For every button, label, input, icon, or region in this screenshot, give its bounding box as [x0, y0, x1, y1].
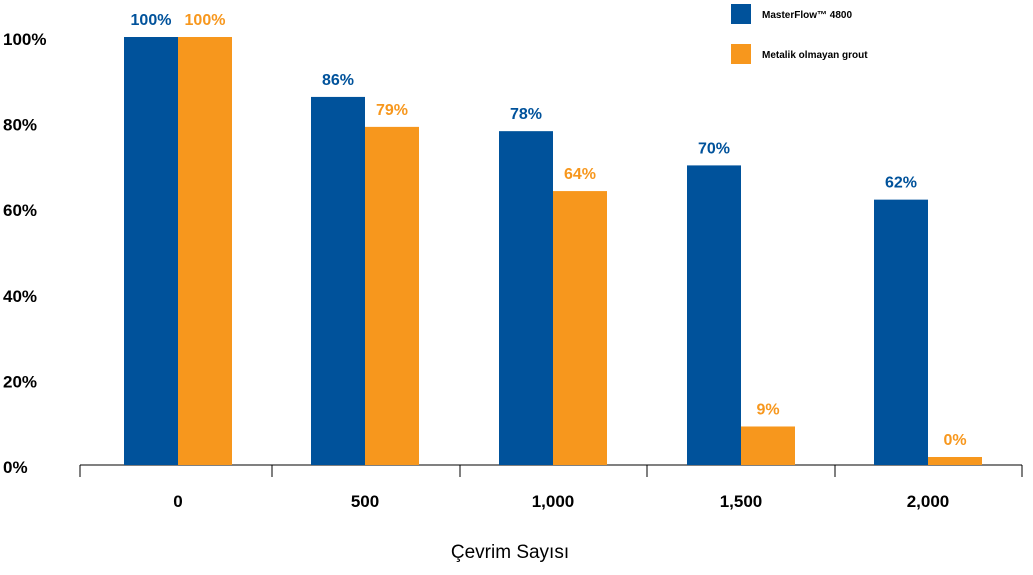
data-label-series-2-4: 0% — [943, 432, 966, 449]
bar-series-1-4 — [874, 199, 928, 465]
data-label-series-1-2: 78% — [510, 106, 542, 123]
data-labels: 100% 86% 78% 70% 62% 100% 79% 64% 9% 0% — [131, 12, 967, 449]
data-label-series-1-0: 100% — [131, 12, 172, 29]
y-tick-label-5: 100% — [3, 30, 46, 49]
y-tick-label-2: 40% — [3, 287, 37, 306]
bar-series-1-0 — [124, 37, 178, 465]
bar-series-1-3 — [687, 165, 741, 465]
x-axis-title: Çevrim Sayısı — [451, 542, 569, 563]
legend-swatch-metalik-olmayan-grout — [731, 44, 751, 64]
legend-label-metalik-olmayan-grout: Metalik olmayan grout — [762, 50, 868, 61]
data-label-series-1-4: 62% — [885, 175, 917, 192]
legend-swatch-masterflow — [731, 4, 751, 24]
bars — [124, 37, 982, 466]
data-label-series-2-2: 64% — [564, 166, 596, 183]
x-tick-label-4: 2,000 — [907, 492, 950, 511]
data-label-series-2-1: 79% — [376, 102, 408, 119]
y-axis: 0% 20% 40% 60% 80% 100% — [3, 30, 46, 477]
bar-series-1-2 — [499, 131, 553, 465]
bar-series-2-0 — [178, 37, 232, 465]
bar-series-2-2 — [553, 191, 607, 465]
data-label-series-1-1: 86% — [322, 72, 354, 89]
x-tick-label-1: 500 — [351, 492, 379, 511]
x-tick-label-3: 1,500 — [720, 492, 763, 511]
bar-series-1-1 — [311, 96, 365, 466]
legend-label-masterflow: MasterFlow™ 4800 — [762, 10, 852, 21]
y-tick-label-0: 0% — [3, 458, 28, 477]
legend: MasterFlow™ 4800 Metalik olmayan grout — [731, 4, 868, 64]
data-label-series-2-0: 100% — [185, 12, 226, 29]
y-tick-label-3: 60% — [3, 201, 37, 220]
bar-series-2-3 — [741, 426, 795, 465]
x-tick-label-0: 0 — [173, 492, 182, 511]
y-tick-label-4: 80% — [3, 116, 37, 135]
x-axis: 0 500 1,000 1,500 2,000 — [79, 464, 1023, 511]
bar-series-2-4 — [928, 457, 982, 465]
bar-series-2-1 — [365, 126, 419, 465]
data-label-series-1-3: 70% — [698, 140, 730, 157]
y-tick-label-1: 20% — [3, 372, 37, 391]
x-tick-label-2: 1,000 — [532, 492, 575, 511]
data-label-series-2-3: 9% — [756, 401, 779, 418]
